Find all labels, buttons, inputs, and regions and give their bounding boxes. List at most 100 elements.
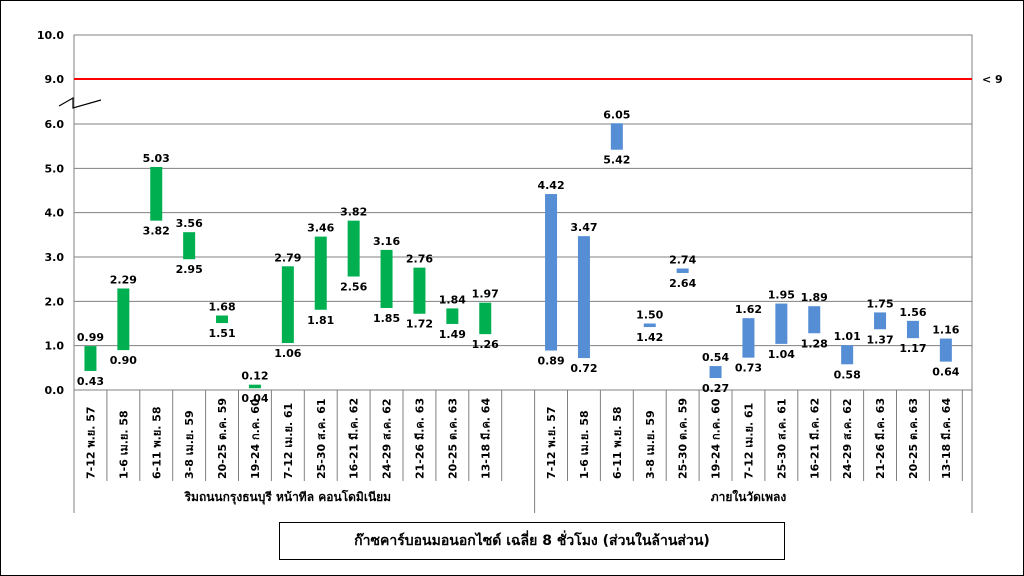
min-value-label: 1.49 [439, 328, 466, 341]
y-tick-label: 5.0 [45, 162, 65, 175]
min-value-label: 0.89 [537, 355, 564, 368]
min-value-label: 1.72 [406, 318, 433, 331]
x-tick-label: 25-30 ต.ค. 59 [677, 398, 690, 479]
min-value-label: 0.04 [241, 392, 268, 405]
max-value-label: 1.01 [834, 330, 861, 343]
range-bar [808, 306, 821, 334]
max-value-label: 2.74 [669, 254, 696, 267]
range-bar [643, 323, 656, 328]
range-bar [577, 236, 590, 359]
chart-title: ก๊าซคาร์บอนมอนอกไซด์ เฉลี่ย 8 ชั่วโมง (ส… [279, 522, 785, 560]
plot-area-border [73, 34, 973, 391]
range-bar [906, 320, 919, 339]
group-label: ริมถนนกรุงธนบุรี หน้าทีล คอนโดมิเนียม [184, 489, 391, 505]
min-value-label: 2.95 [176, 263, 203, 276]
max-value-label: 2.29 [110, 273, 137, 286]
y-tick-label: 3.0 [45, 251, 65, 264]
range-bar [709, 366, 722, 379]
x-tick-label: 13-18 มี.ค. 64 [940, 398, 953, 479]
range-bar [413, 267, 426, 314]
max-value-label: 3.46 [307, 222, 334, 235]
x-tick-label: 19-24 ก.ค. 60 [249, 398, 262, 479]
group-label: ภายในวัดเพลง [711, 489, 787, 504]
max-value-label: 0.12 [241, 370, 268, 383]
y-tick-label: 6.0 [45, 118, 65, 131]
y-tick-label: 10.0 [37, 29, 64, 42]
max-value-label: 1.68 [208, 301, 235, 314]
x-tick-label: 24-29 ส.ค. 62 [841, 398, 854, 479]
x-tick-label: 13-18 มี.ค. 64 [479, 398, 492, 479]
max-value-label: 2.79 [274, 251, 301, 264]
min-value-label: 0.72 [570, 362, 597, 375]
x-tick-label: 1-6 เม.ย. 58 [578, 410, 591, 479]
x-tick-label: 6-11 พ.ย. 58 [150, 406, 163, 479]
max-value-label: 5.03 [143, 152, 170, 165]
max-value-label: 1.75 [866, 297, 893, 310]
min-value-label: 1.37 [866, 333, 893, 346]
max-value-label: 1.50 [636, 309, 663, 322]
x-tick-label: 21-26 มี.ค. 63 [874, 398, 887, 479]
y-tick-label: 0.0 [45, 384, 65, 397]
max-value-label: 0.99 [77, 331, 104, 344]
x-tick-label: 16-21 มี.ค. 62 [348, 398, 361, 479]
range-bar [281, 266, 294, 344]
x-tick-label: 19-24 ก.ค. 60 [710, 398, 723, 479]
y-tick-label: 9.0 [45, 73, 65, 86]
x-tick-label: 3-8 เม.ย. 59 [183, 410, 196, 479]
y-tick-label: 1.0 [45, 340, 65, 353]
range-bar [380, 249, 393, 308]
max-value-label: 1.62 [735, 303, 762, 316]
co-range-chart: 0.0 1.0 2.0 3.0 4.0 5.0 6.0 9.0 10.0 < 9 0.99 0.43 7… [37, 29, 1003, 513]
range-bar [742, 318, 755, 358]
range-bar [314, 236, 327, 310]
max-value-label: 1.95 [768, 289, 795, 302]
min-value-label: 0.43 [77, 375, 104, 388]
x-tick-label: 20-25 ต.ค. 63 [907, 398, 920, 479]
max-value-label: 6.05 [603, 108, 630, 121]
min-value-label: 0.58 [834, 368, 861, 381]
min-value-label: 3.82 [143, 225, 170, 238]
min-value-label: 1.26 [472, 338, 499, 351]
range-bar [84, 346, 97, 371]
min-value-label: 1.81 [307, 314, 334, 327]
min-value-label: 0.90 [110, 354, 137, 367]
range-bar [775, 303, 788, 344]
min-value-label: 0.27 [702, 382, 729, 395]
min-value-label: 1.42 [636, 331, 663, 344]
min-value-label: 1.28 [801, 337, 828, 350]
range-bar [479, 302, 492, 335]
x-tick-label: 7-12 เม.ย. 61 [742, 403, 755, 479]
x-tick-label: 7-12 พ.ย. 57 [545, 406, 558, 479]
min-value-label: 0.73 [735, 362, 762, 375]
range-bar [248, 384, 261, 389]
max-value-label: 1.97 [472, 288, 499, 301]
max-value-label: 3.82 [340, 206, 367, 219]
min-value-label: 1.85 [373, 312, 400, 325]
min-value-label: 1.04 [768, 348, 795, 361]
range-bar [347, 220, 360, 277]
min-value-label: 0.64 [932, 366, 959, 379]
range-bar [939, 338, 952, 362]
range-bar [183, 232, 196, 260]
x-tick-label: 20-25 ต.ค. 63 [446, 398, 459, 479]
x-tick-label: 7-12 พ.ย. 57 [84, 406, 97, 479]
x-tick-label: 24-29 ส.ค. 62 [381, 398, 394, 479]
range-bar [610, 123, 623, 150]
x-tick-label: 16-21 มี.ค. 62 [808, 398, 821, 479]
range-bar [676, 268, 689, 273]
x-tick-label: 25-30 ส.ค. 61 [315, 398, 328, 479]
max-value-label: 3.16 [373, 235, 400, 248]
min-value-label: 2.64 [669, 277, 696, 290]
range-bar [841, 345, 854, 365]
range-bar [446, 308, 459, 324]
max-value-label: 1.16 [932, 324, 959, 337]
max-value-label: 1.56 [899, 306, 926, 319]
x-tick-label: 7-12 เม.ย. 61 [282, 403, 295, 479]
max-value-label: 3.56 [176, 217, 203, 230]
x-tick-label: 21-26 มี.ค. 63 [413, 398, 426, 479]
min-value-label: 1.51 [208, 327, 235, 340]
max-value-label: 2.76 [406, 253, 433, 266]
range-bar [117, 288, 130, 351]
range-bar [874, 312, 887, 330]
